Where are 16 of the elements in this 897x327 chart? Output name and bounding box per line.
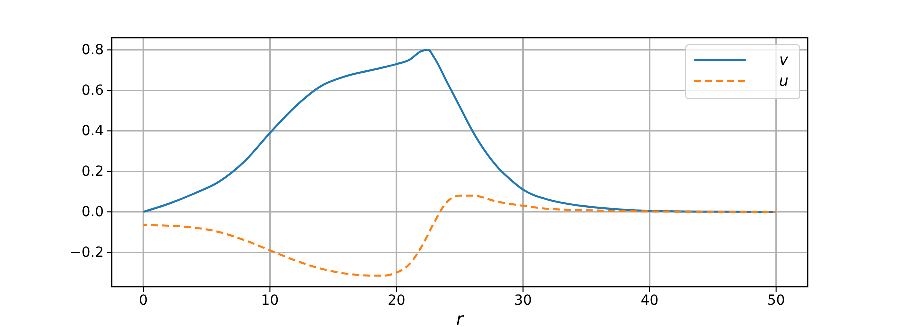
y-tick-label: 0.4 xyxy=(82,124,104,140)
y-tick-label: 0.0 xyxy=(82,204,104,221)
legend-label: v xyxy=(780,51,790,69)
x-tick-label: 30 xyxy=(514,292,532,309)
x-tick-label: 0 xyxy=(139,292,148,309)
y-tick-label: 0.6 xyxy=(82,83,104,100)
x-tick-label: 40 xyxy=(640,292,659,309)
line-series xyxy=(142,194,778,277)
x-tick-label: 10 xyxy=(261,292,280,309)
x-axis-title: r xyxy=(456,310,464,327)
legend-label: u xyxy=(779,72,789,90)
y-tick-label: −0.2 xyxy=(70,245,104,262)
x-tick-label: 50 xyxy=(767,292,786,309)
y-tick-label: 0.8 xyxy=(82,42,104,59)
y-tick-label: 0.2 xyxy=(82,164,104,180)
x-tick-label: 20 xyxy=(388,292,406,309)
